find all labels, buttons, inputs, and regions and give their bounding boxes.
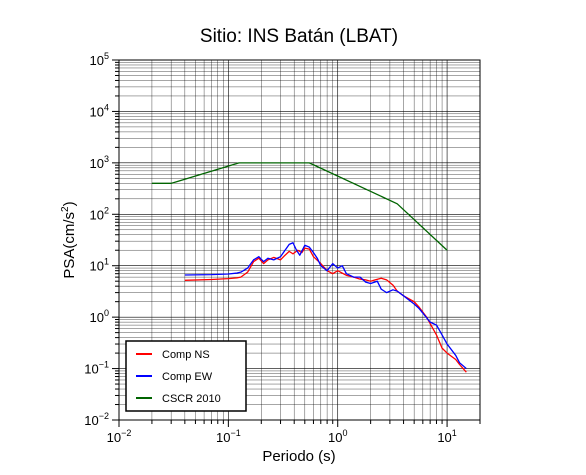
series-layer bbox=[151, 162, 467, 373]
legend-label: CSCR 2010 bbox=[162, 393, 221, 405]
y-tick-label: 104 bbox=[90, 102, 109, 119]
x-axis-label: Periodo (s) bbox=[262, 448, 335, 465]
x-tick-label: 101 bbox=[437, 428, 456, 445]
y-tick-label: 10−2 bbox=[84, 411, 109, 428]
x-tick-label: 10−1 bbox=[216, 428, 241, 445]
legend-label: Comp EW bbox=[162, 371, 213, 383]
legend: Comp NS Comp EW CSCR 2010 bbox=[125, 340, 247, 412]
y-tick-label: 101 bbox=[90, 257, 109, 274]
legend-label: Comp NS bbox=[162, 349, 210, 361]
y-tick-label: 102 bbox=[90, 205, 109, 222]
y-tick-label: 103 bbox=[90, 154, 109, 171]
series-line-cscr-2010 bbox=[151, 162, 448, 251]
x-tick-label: 100 bbox=[328, 428, 347, 445]
y-tick-label: 100 bbox=[90, 308, 109, 325]
y-tick-label: 10−1 bbox=[84, 360, 109, 377]
tick-marks bbox=[112, 59, 481, 427]
y-axis-label-sup: 2 bbox=[60, 206, 71, 212]
chart-title: Sitio: INS Batán (LBAT) bbox=[200, 26, 398, 47]
y-axis-label-end: ) bbox=[61, 201, 78, 206]
series-line-comp-ew bbox=[184, 242, 467, 370]
plot-frame bbox=[118, 59, 481, 421]
y-tick-label: 105 bbox=[90, 51, 109, 68]
x-tick-label: 10−2 bbox=[107, 428, 132, 445]
y-axis-label-base: PSA(cm/s bbox=[61, 212, 78, 279]
tick-labels: 10−2 10−1 100 101 10−2 10−1 100 101 102 103 104 105 bbox=[84, 51, 457, 445]
y-axis-label: PSA(cm/s2) bbox=[60, 201, 78, 278]
